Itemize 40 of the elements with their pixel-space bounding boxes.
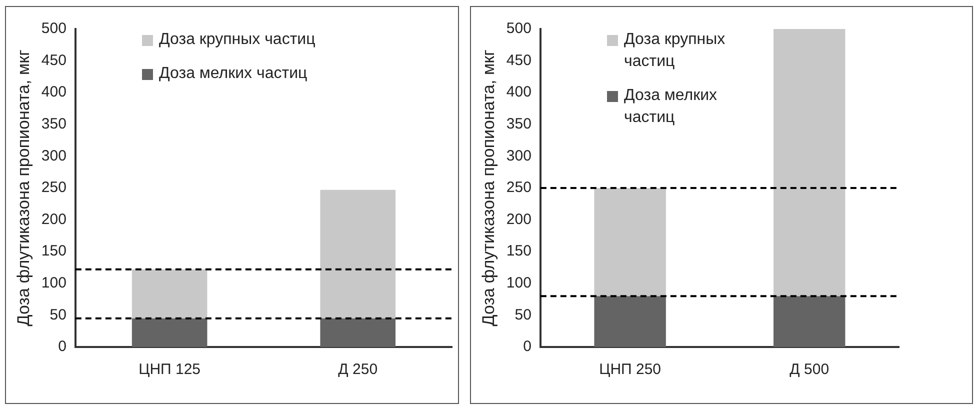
y-tick-label: 450 xyxy=(506,52,532,69)
y-tick-label: 0 xyxy=(58,338,66,356)
y-tick-label: 200 xyxy=(506,210,532,228)
y-tick-label: 50 xyxy=(514,306,532,324)
legend-label: Доза крупных частиц xyxy=(624,30,726,72)
y-tick-label: 150 xyxy=(506,242,532,260)
y-tick-label: 400 xyxy=(506,84,532,101)
x-tick-label: ЦНП 125 xyxy=(138,361,201,378)
legend-label: Доза мелких частиц xyxy=(159,64,308,84)
y-tick-label: 350 xyxy=(506,116,532,133)
bar xyxy=(774,296,846,347)
y-tick-label: 450 xyxy=(41,52,66,69)
y-tick-label: 400 xyxy=(41,84,66,101)
y-tick-label: 200 xyxy=(41,210,66,228)
bar xyxy=(132,269,208,318)
bar xyxy=(594,188,666,296)
y-tick-label: 500 xyxy=(506,20,532,38)
y-tick-label: 500 xyxy=(41,20,66,38)
y-axis-title: Доза флутиказона пропионата, мкг xyxy=(478,50,498,326)
y-tick-label: 350 xyxy=(41,116,66,133)
y-tick-label: 0 xyxy=(523,338,532,356)
y-tick-label: 250 xyxy=(41,179,66,196)
y-tick-label: 250 xyxy=(506,179,532,196)
x-tick-label: ЦНП 250 xyxy=(599,361,662,378)
bar xyxy=(774,29,846,296)
y-tick-label: 50 xyxy=(50,306,66,324)
bar xyxy=(320,190,396,318)
bar xyxy=(594,296,666,347)
x-tick-label: Д 250 xyxy=(338,361,378,378)
y-tick-label: 150 xyxy=(41,242,66,260)
y-tick-label: 300 xyxy=(506,147,532,164)
x-tick-label: Д 500 xyxy=(790,361,830,378)
y-tick-label: 300 xyxy=(41,147,66,164)
legend-label: Доза мелких частиц xyxy=(624,86,718,128)
bar xyxy=(132,318,208,347)
y-axis-title: Доза флутиказона пропионата, мкг xyxy=(14,50,33,326)
y-tick-label: 100 xyxy=(41,274,66,292)
bar xyxy=(320,318,396,347)
y-tick-label: 100 xyxy=(506,274,532,292)
legend-label: Доза крупных частиц xyxy=(159,30,316,50)
